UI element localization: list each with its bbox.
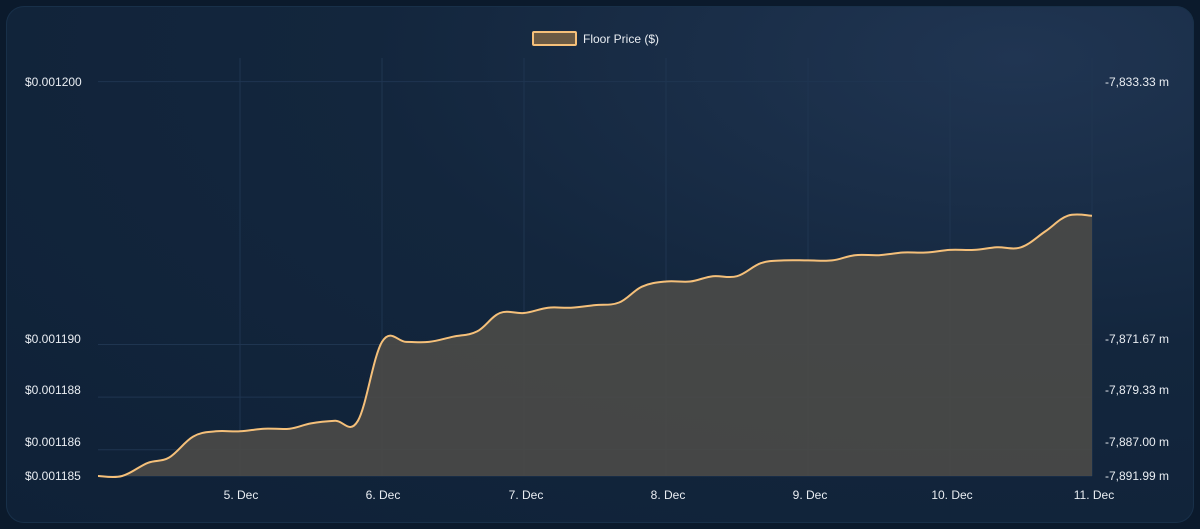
y-right-tick-label: -7,833.33 m <box>1105 75 1169 89</box>
y-right-tick-label: -7,871.67 m <box>1105 332 1169 346</box>
x-tick-label: 10. Dec <box>931 488 972 502</box>
x-tick-label: 9. Dec <box>793 488 828 502</box>
x-tick-label: 7. Dec <box>509 488 544 502</box>
floor-price-area <box>98 214 1092 478</box>
y-right-tick-label: -7,891.99 m <box>1105 469 1169 483</box>
y-right-tick-label: -7,887.00 m <box>1105 435 1169 449</box>
x-tick-label: 8. Dec <box>651 488 686 502</box>
legend-label[interactable]: Floor Price ($) <box>583 32 659 46</box>
x-tick-label: 5. Dec <box>224 488 259 502</box>
y-left-tick-label: $0.001186 <box>25 435 81 449</box>
floor-price-line <box>97 213 1093 479</box>
y-right-axis: -7,833.33 m -7,871.67 m -7,879.33 m -7,8… <box>1105 75 1169 483</box>
y-left-axis: $0.001200 $0.001190 $0.001188 $0.001186 … <box>25 75 82 483</box>
legend-swatch[interactable] <box>532 31 577 46</box>
y-left-tick-label: $0.001200 <box>25 75 82 89</box>
x-tick-label: 6. Dec <box>366 488 401 502</box>
x-tick-label: 11. Dec <box>1074 488 1114 502</box>
y-right-tick-label: -7,879.33 m <box>1105 383 1169 397</box>
y-left-tick-label: $0.001185 <box>25 469 81 483</box>
y-left-tick-label: $0.001190 <box>25 332 81 346</box>
x-axis: 5. Dec 6. Dec 7. Dec 8. Dec 9. Dec 10. D… <box>224 488 1115 502</box>
legend[interactable]: Floor Price ($) <box>532 31 659 46</box>
y-left-tick-label: $0.001188 <box>25 383 81 397</box>
